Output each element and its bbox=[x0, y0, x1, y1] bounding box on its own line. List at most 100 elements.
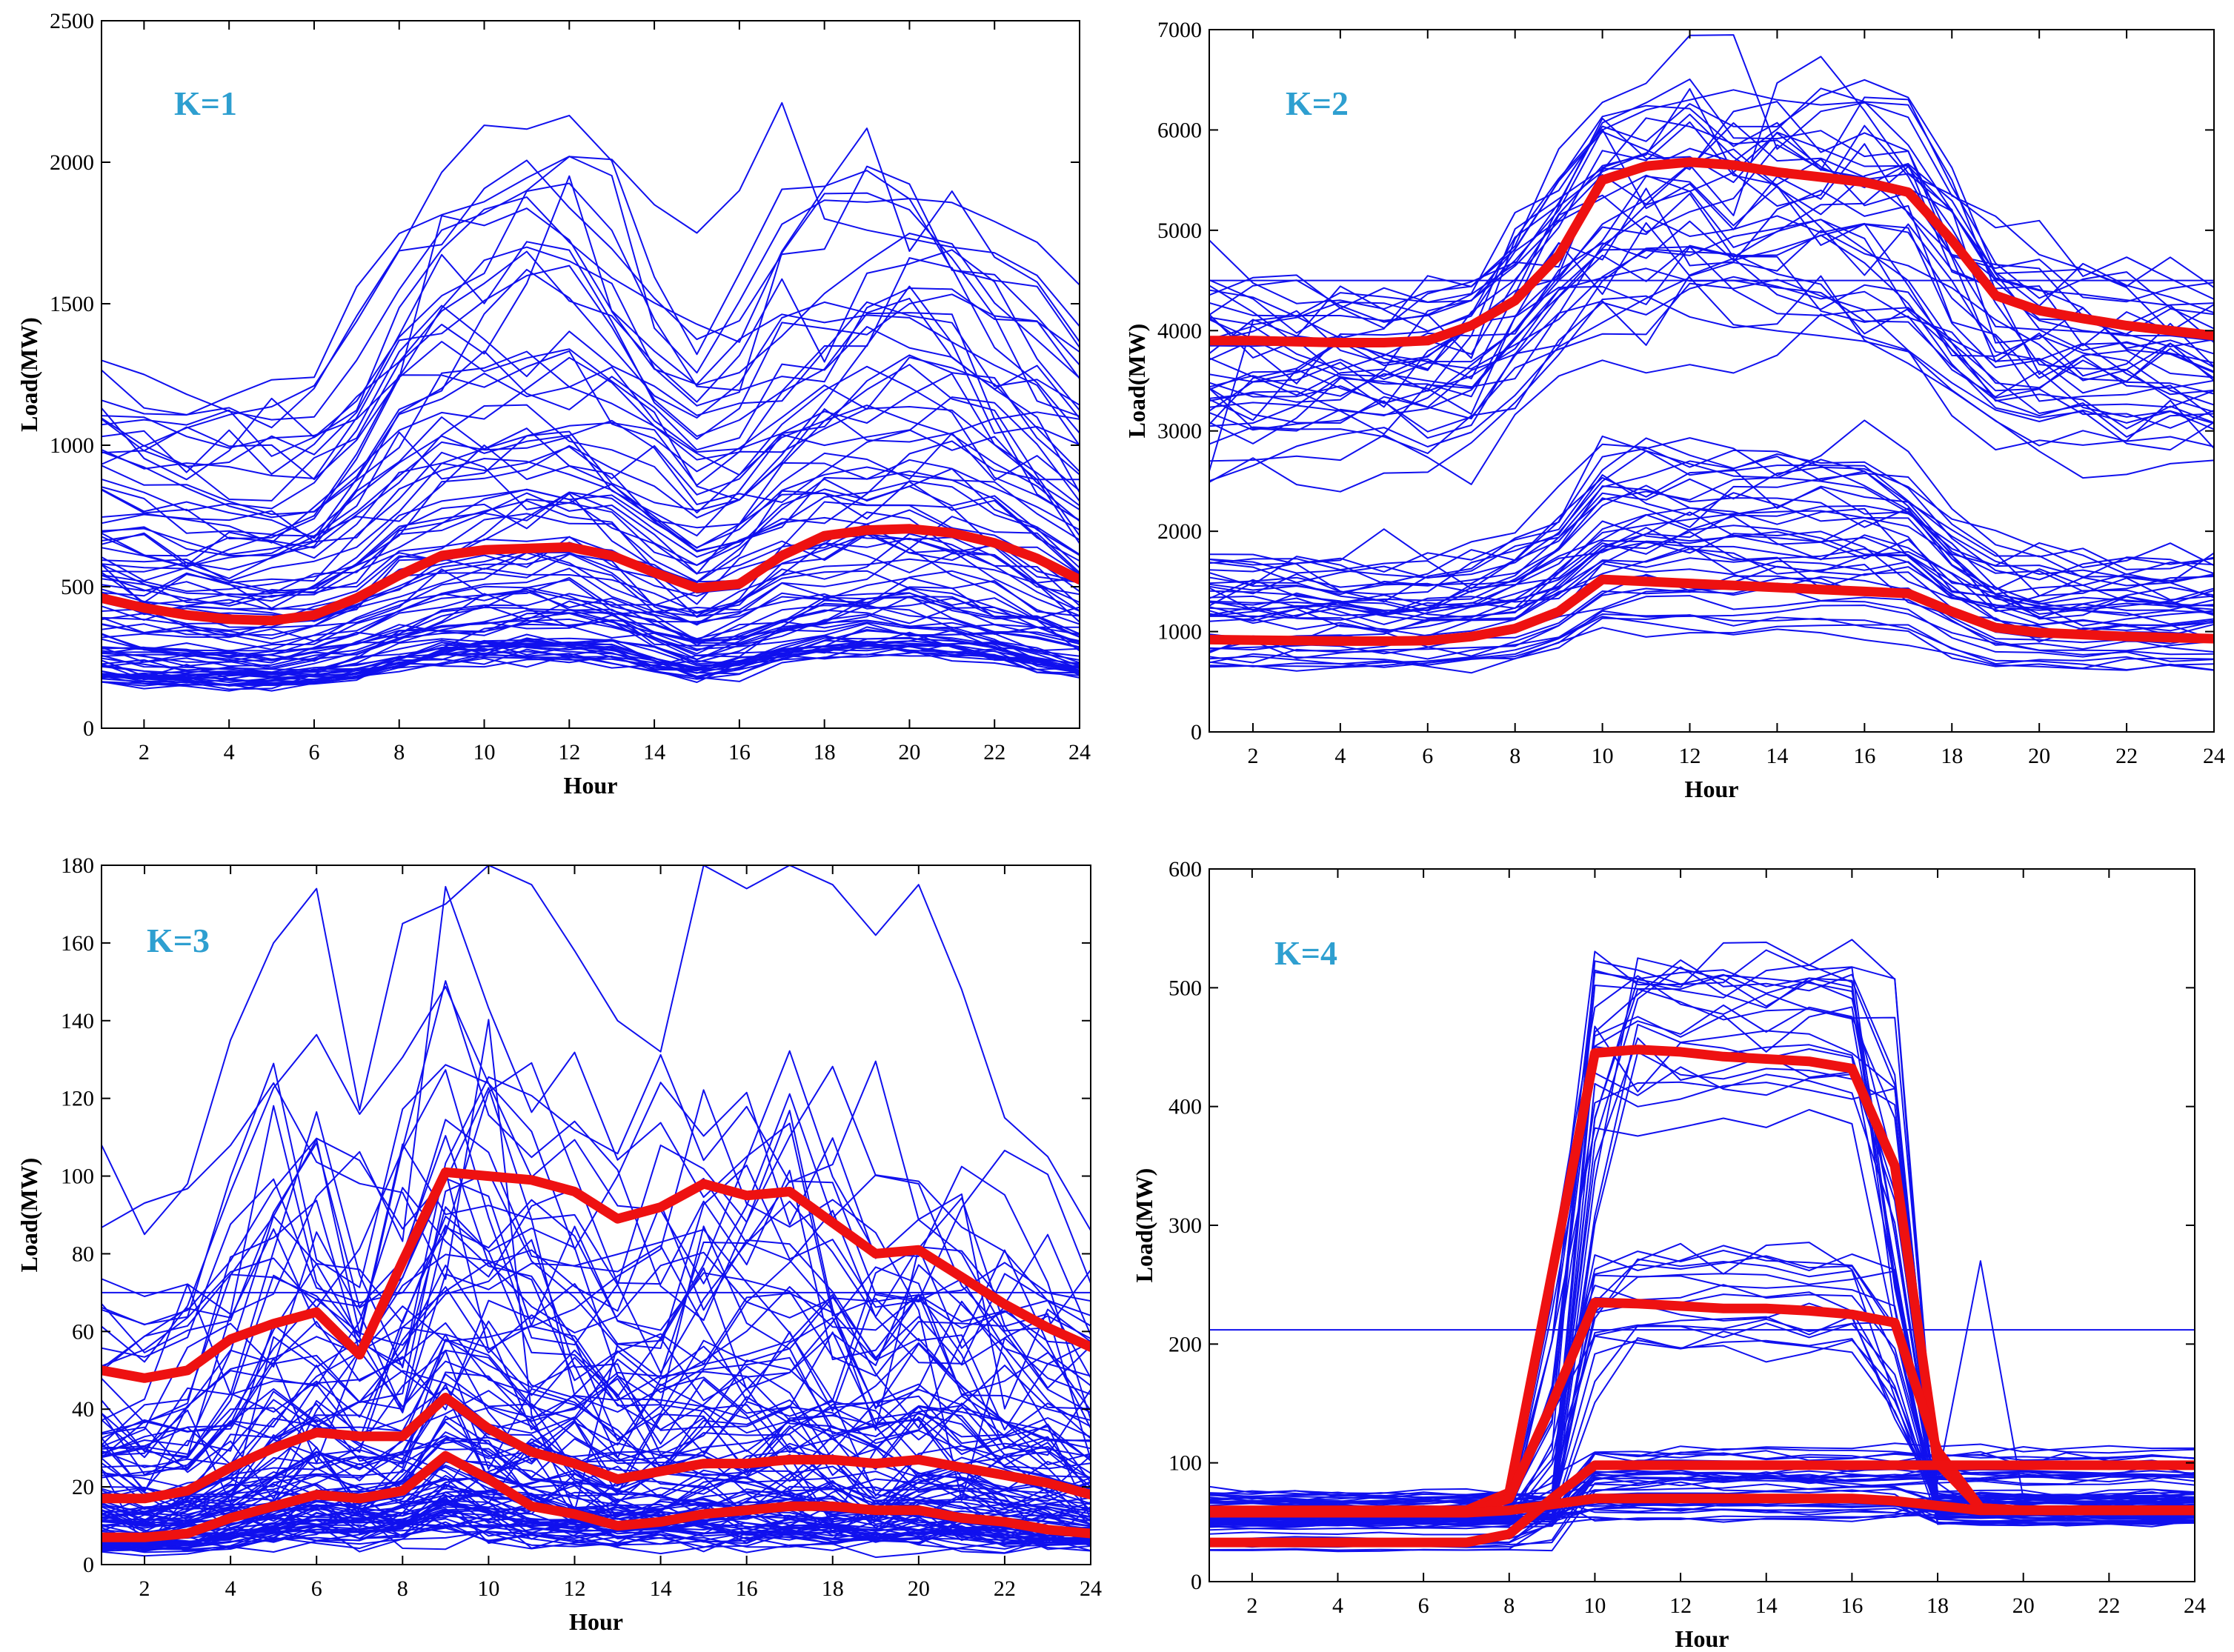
x-tick-label: 6 bbox=[1418, 1593, 1429, 1618]
sample-load-curve bbox=[1209, 487, 2214, 611]
x-tick-label: 22 bbox=[994, 1576, 1016, 1601]
x-tick-label: 8 bbox=[1509, 744, 1520, 768]
sample-load-curve bbox=[102, 1439, 1091, 1513]
axes-frame bbox=[1209, 29, 2215, 733]
sample-load-curve bbox=[1209, 257, 2214, 429]
sample-load-curve bbox=[1209, 484, 2214, 616]
sample-load-curve bbox=[1209, 89, 2214, 472]
sample-load-curve bbox=[1209, 79, 2214, 333]
sample-load-curve bbox=[102, 408, 1080, 582]
cluster-count-label: K=1 bbox=[174, 84, 237, 122]
x-tick-label: 4 bbox=[225, 1576, 236, 1601]
sample-load-curve bbox=[102, 1265, 1091, 1465]
sample-load-curve bbox=[102, 249, 1080, 475]
x-tick-label: 2 bbox=[1247, 744, 1258, 768]
sample-load-curve bbox=[102, 1521, 1091, 1551]
y-tick-label: 5000 bbox=[1157, 219, 1202, 243]
sample-load-curve bbox=[102, 509, 1080, 626]
x-tick-label: 18 bbox=[822, 1576, 844, 1601]
cluster-centroid-curve bbox=[102, 524, 1080, 626]
chart-panel-4: 2 4 6 8 10 12 14 16 18 20 22 240100200300400500600H… bbox=[1131, 857, 2206, 1652]
y-tick-label: 1000 bbox=[1157, 620, 1202, 645]
sample-load-curve bbox=[102, 1524, 1091, 1552]
sample-load-curve bbox=[102, 268, 1080, 519]
cluster-centroid-curve bbox=[102, 1451, 1091, 1542]
y-tick-label: 140 bbox=[61, 1009, 94, 1033]
sample-load-curve bbox=[1209, 1468, 2195, 1530]
y-tick-label: 1500 bbox=[50, 292, 94, 316]
sample-load-curve bbox=[1209, 450, 2214, 610]
series-group bbox=[1209, 34, 2214, 674]
sample-load-curve bbox=[102, 1215, 1091, 1446]
sample-load-curve bbox=[1209, 246, 2214, 444]
series-group bbox=[102, 101, 1080, 692]
sample-load-curve bbox=[102, 1019, 1091, 1512]
y-tick-label: 500 bbox=[61, 575, 94, 599]
sample-load-curve bbox=[102, 1356, 1091, 1507]
cluster-count-label: K=3 bbox=[147, 922, 210, 959]
y-tick-label: 6000 bbox=[1157, 118, 1202, 142]
sample-load-curve bbox=[102, 1293, 1091, 1504]
sample-load-curve bbox=[102, 326, 1080, 543]
chart-panel-3: 2 4 6 8 10 12 14 16 18 20 22 2402040608010012014016… bbox=[16, 853, 1102, 1635]
sample-load-curve bbox=[102, 612, 1080, 673]
y-tick-label: 180 bbox=[61, 853, 94, 878]
sample-load-curve bbox=[1209, 464, 2214, 596]
sample-load-curve bbox=[102, 175, 1080, 502]
sample-load-curve bbox=[102, 488, 1080, 593]
sample-load-curve bbox=[1209, 87, 2214, 373]
sample-load-curve bbox=[102, 480, 1080, 602]
chart-panel-1: 2 4 6 8 10 12 14 16 18 20 22 2405001000150020002500… bbox=[16, 9, 1091, 799]
sample-load-curve bbox=[102, 114, 1080, 429]
sample-load-curve bbox=[102, 404, 1080, 556]
sample-load-curve bbox=[102, 1239, 1091, 1459]
x-tick-label: 18 bbox=[814, 740, 836, 765]
cluster-count-label: K=2 bbox=[1286, 84, 1349, 122]
sample-load-curve bbox=[1209, 545, 2214, 632]
sample-load-curve bbox=[1209, 530, 2214, 627]
sample-load-curve bbox=[102, 1490, 1091, 1543]
sample-load-curve bbox=[102, 619, 1080, 671]
x-tick-label: 22 bbox=[983, 740, 1005, 765]
sample-load-curve bbox=[102, 593, 1080, 662]
y-tick-label: 20 bbox=[72, 1475, 94, 1499]
sample-load-curve bbox=[102, 101, 1080, 421]
sample-load-curve bbox=[102, 182, 1080, 457]
x-tick-label: 20 bbox=[898, 740, 920, 765]
sample-load-curve bbox=[1209, 279, 2214, 433]
sample-load-curve bbox=[1209, 437, 2214, 587]
sample-load-curve bbox=[102, 192, 1080, 449]
sample-load-curve bbox=[102, 642, 1080, 690]
sample-load-curve bbox=[102, 373, 1080, 559]
x-tick-label: 6 bbox=[311, 1576, 322, 1601]
y-tick-label: 0 bbox=[83, 1553, 94, 1577]
sample-load-curve bbox=[102, 1062, 1091, 1327]
sample-load-curve bbox=[1209, 604, 2214, 666]
sample-load-curve bbox=[102, 1053, 1091, 1422]
sample-load-curve bbox=[102, 429, 1080, 556]
cluster-centroid-curve bbox=[1209, 1493, 2195, 1518]
x-tick-label: 22 bbox=[2098, 1593, 2120, 1618]
sample-load-curve bbox=[102, 1387, 1091, 1527]
sample-load-curve bbox=[1209, 117, 2214, 384]
x-tick-label: 14 bbox=[650, 1576, 672, 1601]
y-tick-label: 3000 bbox=[1157, 419, 1202, 444]
sample-load-curve bbox=[102, 492, 1080, 597]
x-tick-label: 22 bbox=[2115, 744, 2138, 768]
x-tick-label: 12 bbox=[1679, 744, 1701, 768]
y-axis-label: Load(MW) bbox=[16, 1158, 42, 1273]
sample-load-curve bbox=[1209, 582, 2214, 655]
sample-load-curve bbox=[102, 1373, 1091, 1522]
sample-load-curve bbox=[102, 636, 1080, 680]
sample-load-curve bbox=[102, 354, 1080, 539]
x-tick-label: 20 bbox=[908, 1576, 930, 1601]
sample-load-curve bbox=[1209, 573, 2214, 659]
sample-load-curve bbox=[102, 1199, 1091, 1424]
sample-load-curve bbox=[102, 257, 1080, 479]
y-axis-label: Load(MW) bbox=[16, 317, 42, 432]
y-tick-label: 4000 bbox=[1157, 319, 1202, 343]
x-tick-label: 24 bbox=[1080, 1576, 1102, 1601]
chart-panel-2: 2 4 6 8 10 12 14 16 18 20 22 2401000200030004000500… bbox=[1123, 18, 2225, 802]
sample-load-curve bbox=[102, 596, 1080, 668]
x-tick-label: 24 bbox=[1068, 740, 1091, 765]
